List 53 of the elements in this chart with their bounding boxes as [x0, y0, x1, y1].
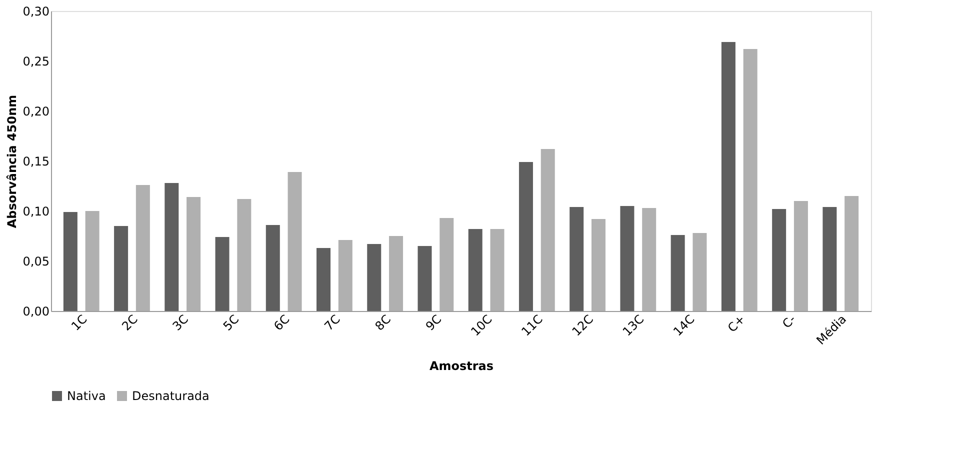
bar	[237, 199, 252, 311]
bar	[468, 229, 482, 311]
bar	[266, 225, 280, 311]
bar	[136, 185, 150, 311]
y-tick-label: 0,05	[22, 254, 50, 268]
bar	[316, 248, 331, 311]
bar	[63, 212, 78, 311]
bar	[794, 201, 808, 311]
bar	[440, 218, 454, 311]
y-tick-label: 0,00	[22, 304, 50, 318]
bar	[85, 211, 100, 311]
bar	[338, 240, 352, 311]
bar	[822, 207, 837, 311]
bar	[570, 207, 584, 311]
bar	[743, 49, 758, 311]
bar	[620, 206, 634, 311]
bar	[642, 208, 656, 311]
bar	[389, 236, 404, 311]
bar	[164, 183, 179, 311]
y-axis-title: Absorvância 450nm	[4, 94, 19, 228]
bar	[540, 149, 555, 311]
legend-label: Nativa	[67, 389, 106, 403]
y-tick-label: 0,20	[22, 104, 50, 118]
bar	[670, 235, 685, 311]
x-tick-label: 2C	[119, 312, 140, 334]
bar	[591, 219, 606, 311]
x-tick-label: 5C	[220, 312, 242, 334]
bar	[518, 162, 533, 311]
x-tick-label: 6C	[271, 312, 292, 334]
x-tick-label: 1C	[68, 312, 90, 334]
bar	[418, 246, 432, 311]
x-tick-label: 7C	[322, 312, 343, 334]
y-tick-label: 0,30	[22, 4, 50, 18]
y-tick-label: 0,25	[22, 54, 50, 68]
x-tick-label: 9C	[422, 312, 444, 334]
x-axis-title: Amostras	[429, 358, 494, 373]
bar	[772, 209, 786, 311]
bar	[114, 226, 128, 311]
x-tick-label: 8C	[372, 312, 394, 334]
y-tick-label: 0,15	[22, 154, 50, 168]
bar	[367, 244, 382, 311]
x-tick-label: 3C	[170, 312, 192, 334]
bar	[721, 42, 736, 311]
x-tick-label: C-	[780, 312, 798, 331]
legend-label: Desnaturada	[132, 389, 210, 403]
x-tick-label: C+	[724, 312, 748, 336]
bar	[692, 233, 707, 311]
bar	[288, 172, 302, 311]
bar	[186, 197, 201, 311]
bar	[844, 196, 859, 311]
bar	[215, 237, 230, 311]
y-tick-label: 0,10	[22, 204, 50, 218]
bar	[490, 229, 504, 311]
